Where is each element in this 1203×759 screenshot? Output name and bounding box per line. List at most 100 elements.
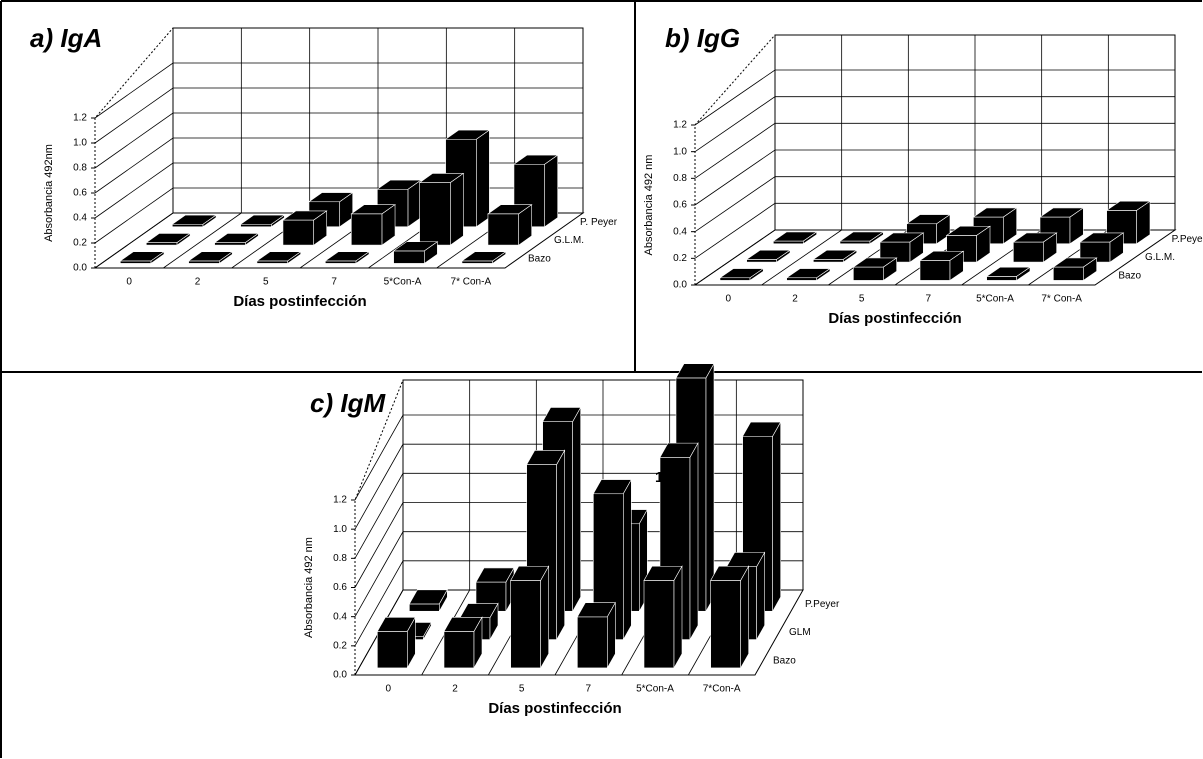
grid-line <box>694 122 1175 179</box>
bar-side <box>843 249 857 263</box>
y-tick-label: 1.0 <box>673 146 687 157</box>
bar-side <box>439 588 448 613</box>
y-tick-label: 1.2 <box>673 120 687 131</box>
y-tick-label: 0.0 <box>73 263 87 274</box>
bar <box>745 249 791 263</box>
bar-front <box>393 250 425 264</box>
bar-side <box>287 251 302 264</box>
bar-side <box>749 268 764 281</box>
bar-side <box>540 565 549 670</box>
bar-side <box>816 268 831 281</box>
bar-side <box>1136 200 1151 245</box>
x-axis-label: Días postinfección <box>488 700 621 717</box>
bar <box>852 257 898 281</box>
bar-side <box>607 601 616 670</box>
y-tick-label: 0.6 <box>333 582 347 593</box>
bar <box>239 214 286 228</box>
bar <box>282 210 328 246</box>
y-tick-label: 0.8 <box>73 163 87 174</box>
bar <box>171 214 217 228</box>
x-tick-label: 2 <box>195 277 201 288</box>
grid-line <box>94 137 583 194</box>
bar <box>812 249 858 263</box>
bar <box>119 251 165 264</box>
bar <box>187 251 234 264</box>
bar-side <box>803 231 817 245</box>
bar-front <box>171 223 204 228</box>
bar-side <box>772 420 781 613</box>
x-tick-label: 2 <box>792 294 798 305</box>
side-wall <box>354 379 404 675</box>
legend-label: Bazo <box>528 253 551 264</box>
bar-side <box>544 154 559 228</box>
chart-title: c) IgM <box>310 388 386 418</box>
bar <box>526 449 566 641</box>
bar <box>1052 257 1098 281</box>
bar-front <box>813 259 844 263</box>
bar-front <box>443 631 475 669</box>
bar <box>710 565 750 670</box>
x-tick-label: 0 <box>726 294 732 305</box>
bar-side <box>1109 232 1124 263</box>
grid-line <box>694 149 1175 206</box>
bar-front <box>986 276 1017 281</box>
bar-side <box>176 232 191 246</box>
grid-line <box>694 69 1175 126</box>
bar <box>785 268 831 281</box>
y-tick-label: 0.8 <box>673 173 687 184</box>
y-tick-label: 1.0 <box>73 138 87 149</box>
bar-side <box>1083 257 1097 281</box>
bar-side <box>219 251 233 264</box>
bar <box>443 616 483 670</box>
bar-front <box>786 277 817 281</box>
bar-front <box>853 266 884 281</box>
y-axis-label: Absorbancia 492 nm <box>303 537 315 638</box>
bar-front <box>256 260 289 264</box>
bar-side <box>909 232 924 263</box>
x-tick-label: 5 <box>859 294 865 305</box>
bar-side <box>976 225 991 263</box>
bar <box>510 565 550 670</box>
x-tick-label: 7* Con-A <box>451 277 492 288</box>
y-axis-label: Absorbancia 492nm <box>43 144 55 242</box>
grid-line <box>94 62 583 119</box>
bar <box>487 204 533 246</box>
bar-side <box>869 231 884 245</box>
bar <box>461 251 507 264</box>
bar-front <box>1053 266 1084 281</box>
bar-side <box>407 179 422 228</box>
bar-front <box>409 603 440 612</box>
chart-title: a) IgA <box>30 23 102 53</box>
bar-front <box>119 260 152 264</box>
bar-side <box>271 214 285 228</box>
legend-label: Bazo <box>1118 270 1141 281</box>
x-tick-label: 7 <box>586 684 592 695</box>
grid-line <box>354 414 803 501</box>
bar <box>919 250 965 281</box>
annotation: 1.6 <box>655 469 676 486</box>
y-tick-label: 0.4 <box>673 226 687 237</box>
bar-front <box>324 260 357 264</box>
bar-side <box>150 251 165 264</box>
bar <box>985 266 1031 281</box>
bar-side <box>740 565 749 670</box>
bar-front <box>461 260 494 264</box>
bar-front <box>719 277 751 281</box>
y-tick-label: 0.8 <box>333 553 347 564</box>
bar-side <box>473 616 483 670</box>
bar <box>324 251 370 264</box>
bar <box>839 231 885 245</box>
bar-side <box>313 210 328 246</box>
bar <box>1079 232 1125 263</box>
bar-front <box>919 260 951 281</box>
bar-side <box>949 250 964 281</box>
bar-side <box>756 551 765 641</box>
bar <box>719 268 765 281</box>
bar-side <box>407 616 416 670</box>
y-tick-label: 1.2 <box>73 113 87 124</box>
grid-line <box>94 87 583 144</box>
bar <box>256 251 302 264</box>
bar-side <box>423 621 432 641</box>
bar <box>772 231 818 245</box>
grid-line <box>694 202 1175 259</box>
